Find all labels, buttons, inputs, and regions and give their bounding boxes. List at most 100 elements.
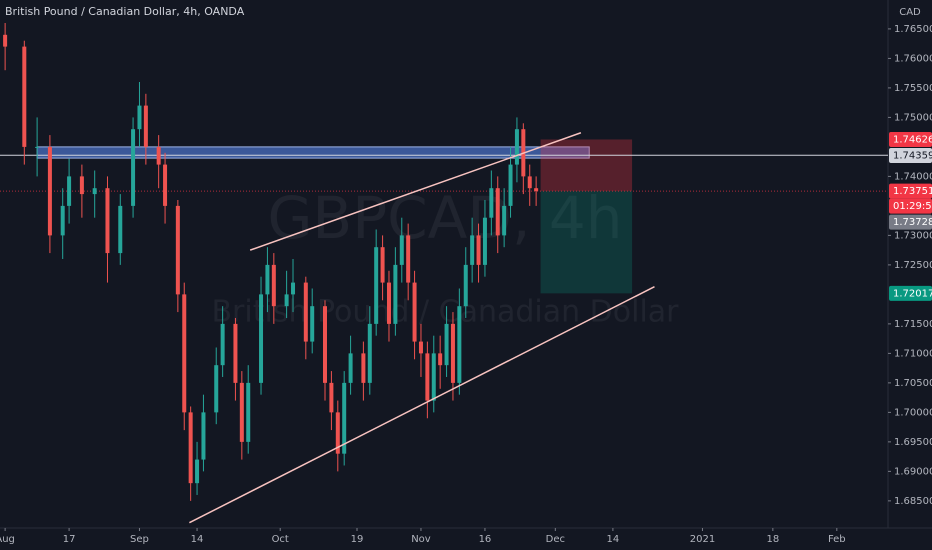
candle-body bbox=[386, 282, 391, 324]
candle-body bbox=[412, 282, 417, 342]
candle-body bbox=[182, 294, 187, 413]
candle-body bbox=[201, 412, 206, 460]
candle-body bbox=[105, 188, 110, 254]
candle-body bbox=[444, 323, 449, 366]
y-tick-label: 1.70500 bbox=[894, 378, 932, 389]
candle-body bbox=[131, 129, 136, 206]
x-tick-label: 2021 bbox=[690, 534, 715, 545]
candle-body bbox=[303, 282, 308, 342]
x-tick-label: Feb bbox=[828, 534, 846, 545]
watermark-name: British Pound / Canadian Dollar bbox=[211, 295, 679, 330]
countdown-bg bbox=[889, 198, 932, 214]
candle-body bbox=[239, 382, 244, 442]
candle-body bbox=[450, 323, 455, 383]
candle-body bbox=[284, 294, 289, 307]
y-tick-label: 1.71500 bbox=[894, 319, 932, 330]
y-tick-label: 1.75500 bbox=[894, 83, 932, 94]
y-tick-label: 1.72500 bbox=[894, 260, 932, 271]
x-tick-label: Oct bbox=[272, 534, 289, 545]
price-label: 1.73728 bbox=[893, 217, 932, 228]
candle-body bbox=[310, 306, 315, 342]
candle-body bbox=[367, 323, 372, 383]
candle-body bbox=[527, 176, 532, 189]
watermark-symbol: GBPCAD, 4h bbox=[267, 184, 622, 252]
candle-body bbox=[220, 323, 225, 366]
candle-body bbox=[508, 164, 513, 206]
candle-body bbox=[195, 459, 200, 484]
candle-body bbox=[431, 353, 436, 401]
currency-label: CAD bbox=[899, 7, 921, 18]
candle-body bbox=[265, 264, 270, 295]
candle-body bbox=[35, 146, 40, 148]
y-tick-label: 1.69000 bbox=[894, 466, 932, 477]
zone bbox=[36, 146, 590, 159]
candle-body bbox=[482, 217, 487, 265]
x-tick-label: 14 bbox=[607, 534, 620, 545]
candle-body bbox=[393, 264, 398, 324]
trendline bbox=[189, 286, 655, 524]
countdown: 01:29:59 bbox=[893, 201, 932, 212]
candle-body bbox=[329, 382, 334, 413]
candle-body bbox=[163, 164, 168, 206]
x-tick-label: 19 bbox=[351, 534, 364, 545]
candle-body bbox=[470, 235, 475, 265]
x-tick-label: 14 bbox=[191, 534, 204, 545]
candle-body bbox=[406, 235, 411, 283]
stop-zone bbox=[540, 139, 633, 192]
y-tick-label: 1.76000 bbox=[894, 53, 932, 64]
candle-body bbox=[259, 294, 264, 383]
candle-body bbox=[342, 382, 347, 454]
price-label: 1.72017 bbox=[893, 288, 932, 299]
candle-body bbox=[534, 188, 539, 192]
candle-body bbox=[457, 306, 462, 383]
x-tick-label: 18 bbox=[766, 534, 779, 545]
candle-body bbox=[348, 353, 353, 383]
candle-body bbox=[476, 235, 481, 265]
candle-body bbox=[156, 146, 161, 165]
candle-body bbox=[175, 205, 180, 295]
candle-body bbox=[188, 412, 193, 484]
candle-body bbox=[361, 353, 366, 383]
target-zone bbox=[540, 191, 633, 294]
chart-title: British Pound / Canadian Dollar, 4h, OAN… bbox=[5, 5, 245, 18]
watermark: GBPCAD, 4h British Pound / Canadian Doll… bbox=[211, 184, 679, 329]
candle-body bbox=[3, 34, 8, 47]
candle-body bbox=[399, 235, 404, 265]
x-tick-label: Aug bbox=[0, 534, 15, 545]
candle-body bbox=[380, 247, 385, 283]
candle-body bbox=[495, 188, 500, 236]
y-tick-label: 1.68500 bbox=[894, 496, 932, 507]
x-tick-label: Nov bbox=[411, 534, 431, 545]
candle-body bbox=[291, 282, 296, 295]
price-label-bg bbox=[889, 214, 932, 230]
candle-body bbox=[514, 129, 519, 165]
candle-body bbox=[425, 353, 430, 401]
trendline bbox=[249, 132, 582, 251]
candle-body bbox=[143, 105, 148, 147]
candle-body bbox=[47, 146, 52, 236]
y-tick-label: 1.71000 bbox=[894, 348, 932, 359]
candle-body bbox=[489, 188, 494, 218]
price-label-bg bbox=[889, 285, 932, 301]
candle-body bbox=[335, 412, 340, 454]
price-label-bg bbox=[889, 147, 932, 163]
candle-body bbox=[60, 205, 65, 236]
x-tick-label: Dec bbox=[546, 534, 565, 545]
price-label-bg bbox=[889, 131, 932, 147]
price-label-bg bbox=[889, 183, 932, 199]
y-tick-label: 1.73000 bbox=[894, 230, 932, 241]
candle-body bbox=[137, 105, 142, 130]
price-label: 1.74359 bbox=[893, 150, 932, 161]
x-tick-label: 17 bbox=[63, 534, 76, 545]
candle-body bbox=[438, 353, 443, 366]
candle-body bbox=[22, 46, 27, 147]
candle-body bbox=[214, 365, 219, 413]
candle-body bbox=[246, 382, 251, 442]
x-tick-label: Sep bbox=[130, 534, 149, 545]
price-label: 1.73751 bbox=[893, 186, 932, 197]
candle-body bbox=[463, 264, 468, 307]
candle-body bbox=[323, 306, 328, 383]
y-tick-label: 1.75000 bbox=[894, 112, 932, 123]
candle-body bbox=[79, 176, 84, 195]
